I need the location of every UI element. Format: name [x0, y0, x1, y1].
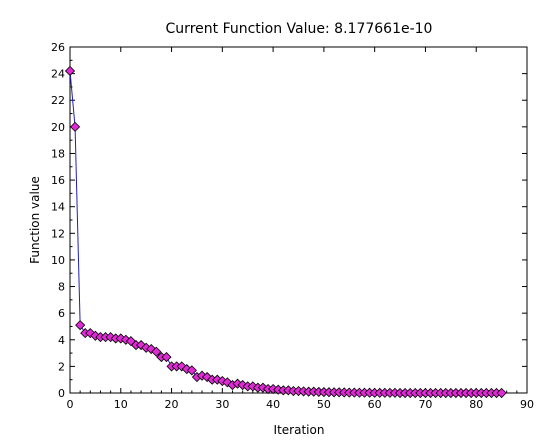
y-tick-label: 4: [58, 334, 65, 347]
data-point: [64, 65, 76, 77]
plot-series: [64, 65, 507, 399]
x-tick-label: 90: [520, 398, 534, 411]
chart-title: Current Function Value: 8.177661e-10: [166, 21, 433, 37]
y-tick-label: 22: [51, 94, 65, 107]
plot-frame: [69, 46, 528, 394]
x-tick-label: 30: [215, 398, 229, 411]
data-point: [496, 387, 507, 399]
x-tick-label: 80: [469, 398, 483, 411]
x-tick-label: 10: [114, 398, 128, 411]
data-point: [186, 365, 197, 376]
x-tick-label: 50: [317, 398, 331, 411]
y-tick-label: 12: [51, 227, 65, 240]
y-tick-label: 10: [51, 254, 65, 267]
y-tick-label: 20: [51, 121, 65, 134]
x-tick-label: 20: [165, 398, 179, 411]
x-axis-title: Iteration: [274, 423, 325, 437]
data-point: [70, 121, 81, 132]
data-point: [151, 346, 162, 357]
data-point: [161, 352, 172, 363]
x-tick-label: 70: [418, 398, 432, 411]
x-tick-label: 60: [368, 398, 382, 411]
y-tick-label: 2: [58, 360, 65, 373]
x-tick-label: 40: [266, 398, 280, 411]
y-tick-label: 0: [58, 387, 65, 400]
y-axis-title: Function value: [28, 176, 42, 264]
y-tick-label: 18: [51, 147, 65, 160]
data-point: [75, 320, 86, 331]
y-tick-label: 8: [58, 281, 65, 294]
y-tick-label: 6: [58, 307, 65, 320]
y-tick-label: 24: [51, 68, 65, 81]
y-tick-label: 26: [51, 41, 65, 54]
plot-axes: 0 10 20 30 40 50 60 70 80 90024681012141618202224…: [51, 41, 534, 411]
y-tick-label: 16: [51, 174, 65, 187]
y-tick-label: 14: [51, 201, 65, 214]
x-tick-label: 0: [67, 398, 74, 411]
